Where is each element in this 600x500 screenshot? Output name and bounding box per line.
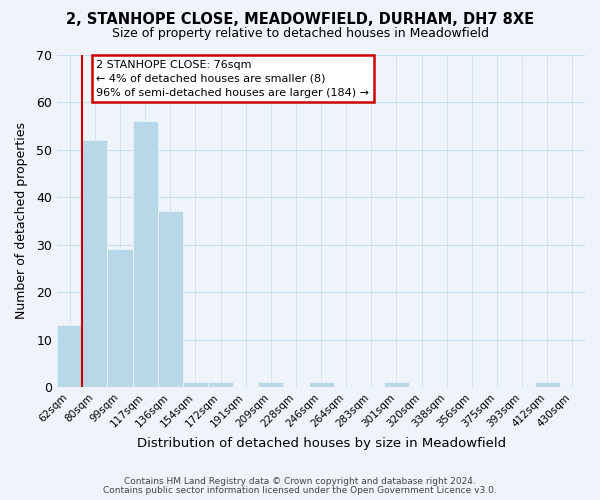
Text: Contains HM Land Registry data © Crown copyright and database right 2024.: Contains HM Land Registry data © Crown c…: [124, 477, 476, 486]
Text: Contains public sector information licensed under the Open Government Licence v3: Contains public sector information licen…: [103, 486, 497, 495]
Bar: [384, 382, 409, 387]
Bar: [107, 250, 133, 387]
Text: 2, STANHOPE CLOSE, MEADOWFIELD, DURHAM, DH7 8XE: 2, STANHOPE CLOSE, MEADOWFIELD, DURHAM, …: [66, 12, 534, 28]
Text: Size of property relative to detached houses in Meadowfield: Size of property relative to detached ho…: [112, 28, 488, 40]
Bar: [308, 382, 334, 387]
Bar: [535, 382, 560, 387]
Bar: [258, 382, 283, 387]
Text: 2 STANHOPE CLOSE: 76sqm
← 4% of detached houses are smaller (8)
96% of semi-deta: 2 STANHOPE CLOSE: 76sqm ← 4% of detached…: [96, 60, 369, 98]
Bar: [82, 140, 107, 387]
Bar: [183, 382, 208, 387]
Bar: [133, 122, 158, 387]
Y-axis label: Number of detached properties: Number of detached properties: [15, 122, 28, 320]
Bar: [208, 382, 233, 387]
X-axis label: Distribution of detached houses by size in Meadowfield: Distribution of detached houses by size …: [137, 437, 506, 450]
Bar: [57, 326, 82, 387]
Bar: [158, 212, 183, 387]
